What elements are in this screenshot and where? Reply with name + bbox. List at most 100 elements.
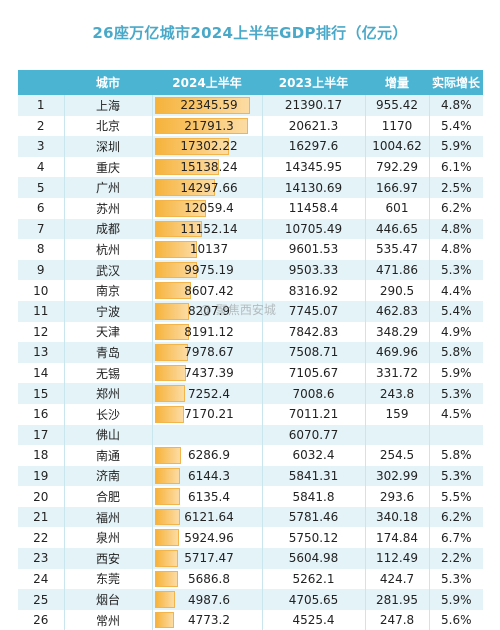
cell-gdp-2024: 6121.64 <box>152 506 263 528</box>
table-row: 1 上海 22345.59 21390.17 955.42 4.8% <box>18 95 483 116</box>
gdp-value: 6135.4 <box>188 489 230 504</box>
cell-increase: 293.6 <box>365 486 430 507</box>
gdp-value: 11152.14 <box>180 221 238 236</box>
cell-city: 苏州 <box>64 197 153 219</box>
header-rank <box>18 70 64 95</box>
table-row: 19 济南 6144.3 5841.31 302.99 5.3% <box>18 465 483 487</box>
cell-city: 北京 <box>64 115 153 137</box>
cell-gdp-2024: 22345.59 <box>152 95 263 116</box>
gdp-value: 22345.59 <box>180 98 238 113</box>
cell-growth: 2.5% <box>429 177 483 198</box>
gdp-value: 6121.64 <box>184 510 234 525</box>
cell-increase: 112.49 <box>365 548 430 569</box>
cell-increase: 462.83 <box>365 300 430 322</box>
cell-growth: 6.2% <box>429 197 483 219</box>
cell-rank: 15 <box>18 383 65 404</box>
gdp-value: 4987.6 <box>188 592 230 607</box>
cell-growth: 4.5% <box>429 403 483 425</box>
cell-rank: 1 <box>18 95 65 116</box>
cell-gdp-2023: 6070.77 <box>262 424 366 446</box>
cell-gdp-2023: 5262.1 <box>262 568 366 590</box>
cell-increase: 290.5 <box>365 280 430 301</box>
cell-city: 西安 <box>64 548 153 569</box>
gdp-value: 9975.19 <box>184 263 234 278</box>
cell-increase: 535.47 <box>365 239 430 260</box>
cell-increase: 446.65 <box>365 218 430 240</box>
cell-increase: 254.5 <box>365 445 430 466</box>
cell-increase: 302.99 <box>365 465 430 487</box>
table-row: 16 长沙 7170.21 7011.21 159 4.5% <box>18 403 483 425</box>
cell-increase: 340.18 <box>365 506 430 528</box>
gdp-bar <box>154 158 220 176</box>
table-row: 20 合肥 6135.4 5841.8 293.6 5.5% <box>18 486 483 507</box>
cell-gdp-2023: 6032.4 <box>262 445 366 466</box>
cell-rank: 19 <box>18 465 65 487</box>
cell-city: 济南 <box>64 465 153 487</box>
cell-increase: 174.84 <box>365 527 430 549</box>
cell-gdp-2023: 7105.67 <box>262 362 366 384</box>
header-gdp-2023: 2023上半年 <box>262 70 365 95</box>
gdp-bar <box>154 550 179 567</box>
cell-growth: 5.3% <box>429 383 483 404</box>
gdp-bar <box>154 302 190 320</box>
gdp-value: 12059.4 <box>184 201 234 216</box>
cell-growth: 5.5% <box>429 486 483 507</box>
cell-gdp-2023: 5841.31 <box>262 465 366 487</box>
table-body: 1 上海 22345.59 21390.17 955.42 4.8% 2 北京 21791.3 2… <box>18 95 483 630</box>
gdp-value: 7252.4 <box>188 386 230 401</box>
gdp-bar <box>154 405 185 423</box>
cell-rank: 2 <box>18 115 65 137</box>
cell-gdp-2023: 20621.3 <box>262 115 366 137</box>
cell-city: 常州 <box>64 609 153 630</box>
cell-increase: 159 <box>365 403 430 425</box>
gdp-bar <box>154 467 181 485</box>
cell-city: 长沙 <box>64 403 153 425</box>
gdp-bar <box>154 447 181 464</box>
cell-gdp-2023: 7508.71 <box>262 342 366 363</box>
table-row: 26 常州 4773.2 4525.4 247.8 5.6% <box>18 609 483 630</box>
cell-growth: 4.4% <box>429 280 483 301</box>
gdp-value: 15138.24 <box>180 160 238 175</box>
cell-gdp-2024: 11152.14 <box>152 218 263 240</box>
cell-growth: 4.8% <box>429 239 483 260</box>
cell-growth: 6.7% <box>429 527 483 549</box>
page-title: 26座万亿城市2024上半年GDP排行（亿元） <box>92 24 408 42</box>
cell-city: 泉州 <box>64 527 153 549</box>
header-city: 城市 <box>64 70 152 95</box>
gdp-value: 7437.39 <box>184 366 234 381</box>
cell-rank: 21 <box>18 506 65 528</box>
cell-city: 南通 <box>64 445 153 466</box>
header-increase: 增量 <box>365 70 429 95</box>
table-row: 17 佛山 6070.77 <box>18 424 483 446</box>
gdp-value: 4773.2 <box>188 613 230 628</box>
gdp-bar <box>154 323 189 341</box>
cell-growth: 4.8% <box>429 95 483 116</box>
cell-gdp-2024: 6135.4 <box>152 486 263 507</box>
cell-growth: 6.1% <box>429 156 483 178</box>
gdp-bar <box>154 570 179 588</box>
gdp-bar <box>154 261 197 279</box>
cell-city: 武汉 <box>64 259 153 281</box>
cell-gdp-2023: 9601.53 <box>262 239 366 260</box>
cell-growth: 6.2% <box>429 506 483 528</box>
cell-gdp-2023: 8316.92 <box>262 280 366 301</box>
gdp-bar <box>154 344 189 361</box>
gdp-value: 5924.96 <box>184 530 234 545</box>
gdp-bar <box>154 282 191 299</box>
gdp-bar <box>154 97 251 114</box>
cell-gdp-2024 <box>152 424 263 446</box>
cell-gdp-2024: 5717.47 <box>152 548 263 569</box>
cell-rank: 8 <box>18 239 65 260</box>
cell-gdp-2024: 10137 <box>152 239 263 260</box>
cell-gdp-2023: 5750.12 <box>262 527 366 549</box>
cell-increase: 469.96 <box>365 342 430 363</box>
cell-increase: 1004.62 <box>365 136 430 157</box>
table-header-row: 城市 2024上半年 2023上半年 增量 实际增长 <box>18 70 483 95</box>
cell-rank: 13 <box>18 342 65 363</box>
cell-city: 无锡 <box>64 362 153 384</box>
cell-gdp-2023: 10705.49 <box>262 218 366 240</box>
cell-gdp-2024: 7170.21 <box>152 403 263 425</box>
cell-gdp-2023: 4525.4 <box>262 609 366 630</box>
table-row: 21 福州 6121.64 5781.46 340.18 6.2% <box>18 506 483 528</box>
table-row: 23 西安 5717.47 5604.98 112.49 2.2% <box>18 548 483 569</box>
